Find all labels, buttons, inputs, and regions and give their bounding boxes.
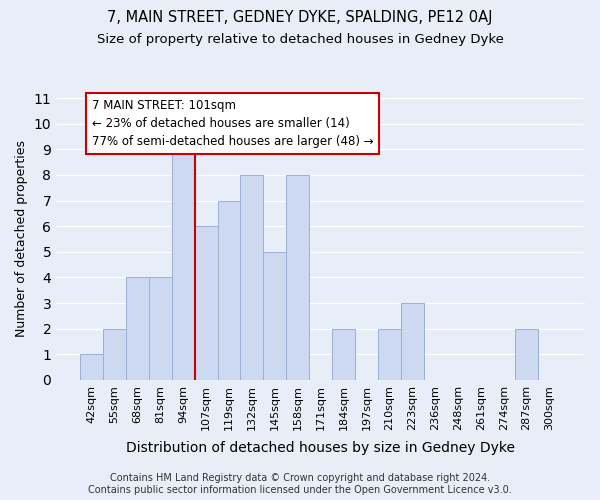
Text: Contains HM Land Registry data © Crown copyright and database right 2024.
Contai: Contains HM Land Registry data © Crown c…: [88, 474, 512, 495]
Bar: [80, 354, 103, 380]
Text: Size of property relative to detached houses in Gedney Dyke: Size of property relative to detached ho…: [97, 32, 503, 46]
Bar: [218, 200, 241, 380]
Bar: [149, 278, 172, 380]
Bar: [263, 252, 286, 380]
Bar: [286, 175, 309, 380]
Y-axis label: Number of detached properties: Number of detached properties: [15, 140, 28, 338]
Bar: [194, 226, 218, 380]
Bar: [378, 328, 401, 380]
Bar: [241, 175, 263, 380]
Bar: [515, 328, 538, 380]
Bar: [332, 328, 355, 380]
X-axis label: Distribution of detached houses by size in Gedney Dyke: Distribution of detached houses by size …: [126, 441, 515, 455]
Text: 7, MAIN STREET, GEDNEY DYKE, SPALDING, PE12 0AJ: 7, MAIN STREET, GEDNEY DYKE, SPALDING, P…: [107, 10, 493, 25]
Bar: [172, 150, 194, 380]
Bar: [103, 328, 126, 380]
Bar: [126, 278, 149, 380]
Text: 7 MAIN STREET: 101sqm
← 23% of detached houses are smaller (14)
77% of semi-deta: 7 MAIN STREET: 101sqm ← 23% of detached …: [92, 100, 373, 148]
Bar: [401, 303, 424, 380]
